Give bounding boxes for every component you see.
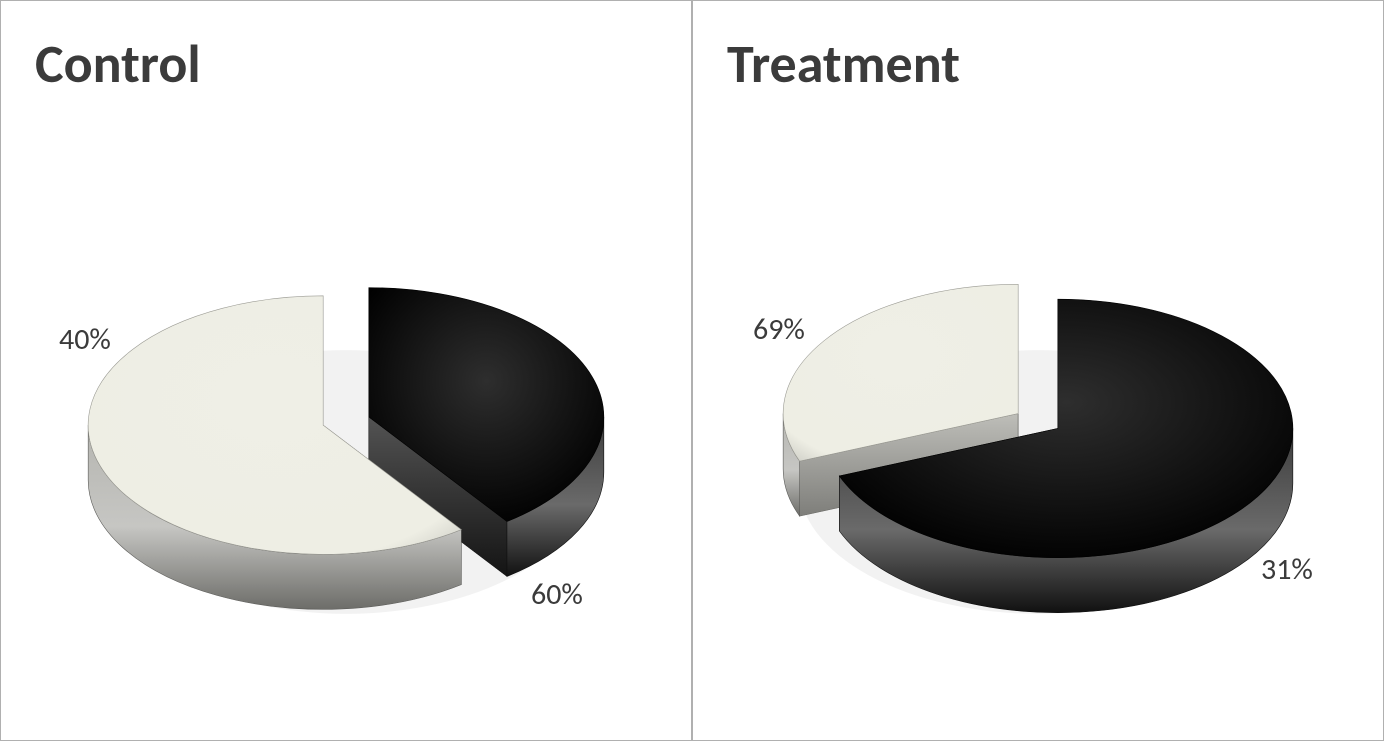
panel-treatment: Treatment 69% 31% bbox=[692, 0, 1384, 741]
pie-chart-control bbox=[1, 121, 693, 721]
slice-label-control-0: 40% bbox=[59, 321, 111, 358]
charts-container: Control 40% 60% Treatment 69% 31% bbox=[0, 0, 1384, 741]
slice-label-treatment-1: 31% bbox=[1261, 551, 1313, 588]
slice-label-treatment-0: 69% bbox=[753, 311, 805, 348]
panel-control: Control 40% 60% bbox=[0, 0, 692, 741]
title-treatment: Treatment bbox=[727, 31, 960, 97]
title-control: Control bbox=[35, 31, 201, 97]
pie-chart-treatment bbox=[693, 121, 1384, 721]
chart-area-treatment: 69% 31% bbox=[693, 121, 1383, 740]
slice-label-control-1: 60% bbox=[531, 576, 583, 613]
chart-area-control: 40% 60% bbox=[1, 121, 691, 740]
